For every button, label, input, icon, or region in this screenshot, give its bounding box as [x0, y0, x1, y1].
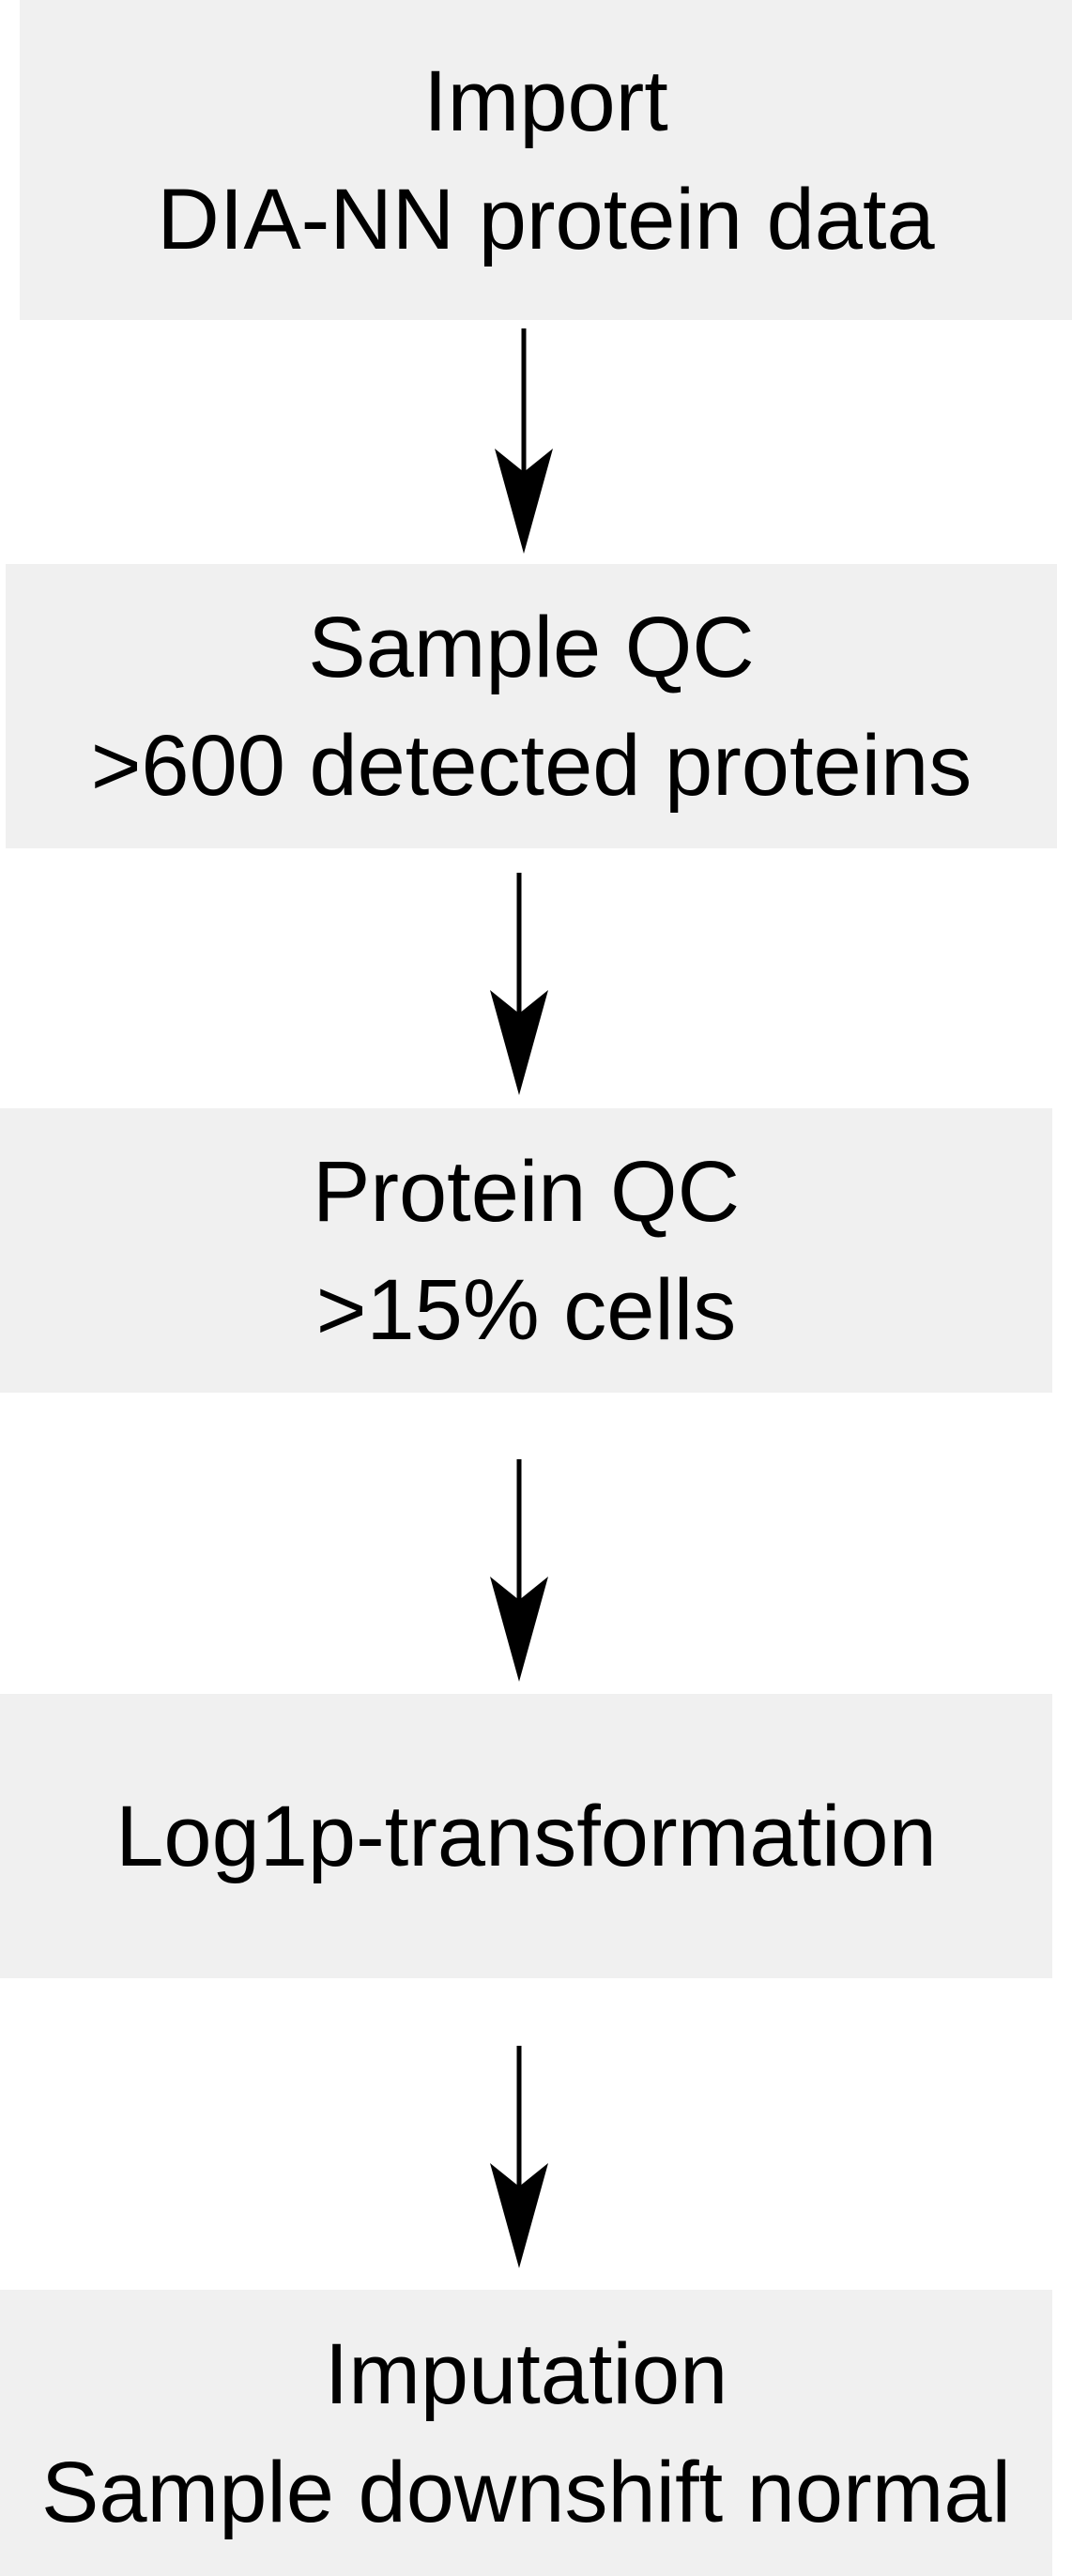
step-protein-qc-title: Protein QC: [312, 1143, 741, 1240]
arrow-1-icon: [495, 328, 553, 554]
step-imputation-box: Imputation Sample downshift normal: [0, 2290, 1052, 2576]
step-protein-qc-detail: >15% cells: [315, 1261, 737, 1358]
step-sample-qc-detail: >600 detected proteins: [90, 717, 972, 814]
step-log1p-box: Log1p-transformation: [0, 1694, 1052, 1978]
arrow-4-icon: [490, 2046, 548, 2268]
step-import-detail: DIA-NN protein data: [157, 171, 935, 267]
step-import-box: Import DIA-NN protein data: [20, 0, 1072, 320]
step-imputation-title: Imputation: [324, 2325, 728, 2422]
arrow-2-icon: [490, 873, 548, 1095]
step-imputation-detail: Sample downshift normal: [41, 2444, 1011, 2540]
arrow-3-icon: [490, 1459, 548, 1682]
step-protein-qc-box: Protein QC >15% cells: [0, 1108, 1052, 1393]
step-sample-qc-box: Sample QC >600 detected proteins: [6, 564, 1057, 848]
step-import-title: Import: [423, 53, 668, 149]
step-log1p-title: Log1p-transformation: [115, 1788, 937, 1884]
step-sample-qc-title: Sample QC: [308, 599, 755, 695]
